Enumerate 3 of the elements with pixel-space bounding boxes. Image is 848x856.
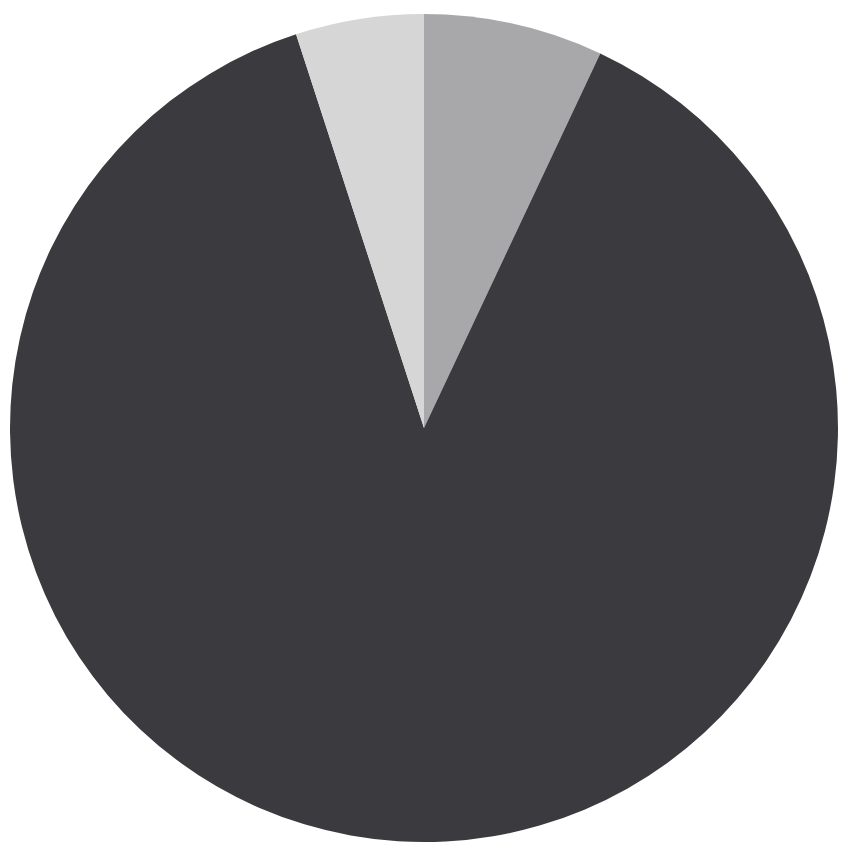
pie-slice bbox=[10, 34, 838, 842]
pie-slice bbox=[296, 14, 424, 428]
pie-slice bbox=[424, 14, 601, 428]
